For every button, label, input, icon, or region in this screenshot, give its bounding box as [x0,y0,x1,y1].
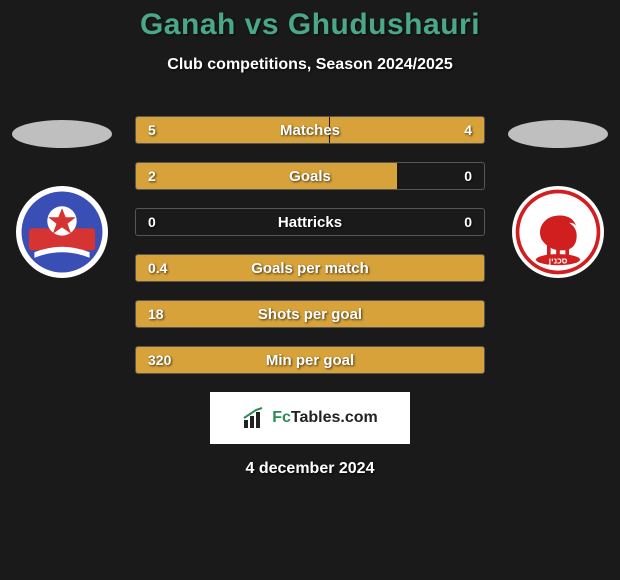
subtitle: Club competitions, Season 2024/2025 [167,56,452,74]
right-player-col: סכנין [503,116,613,278]
stat-label: Matches [136,122,484,139]
date-label: 4 december 2024 [246,460,375,478]
comparison-row: 5Matches42Goals00Hattricks00.4Goals per … [0,116,620,374]
stat-label: Shots per goal [136,306,484,323]
svg-text:סכנין: סכנין [549,256,568,265]
logo-text: FcTables.com [272,409,378,427]
left-badge-icon [16,186,108,278]
left-player-col [7,116,117,278]
stat-label: Min per goal [136,352,484,369]
stat-bar: 0.4Goals per match [135,254,485,282]
stat-value-right: 4 [464,122,472,138]
left-player-shadow [12,120,112,148]
chart-icon [242,406,266,430]
stat-bar: 5Matches4 [135,116,485,144]
stat-label: Goals per match [136,260,484,277]
left-team-badge [16,186,108,278]
site-logo[interactable]: FcTables.com [210,392,410,444]
page-title: Ganah vs Ghudushauri [140,8,480,42]
stat-bar: 18Shots per goal [135,300,485,328]
stat-value-right: 0 [464,168,472,184]
stats-bars: 5Matches42Goals00Hattricks00.4Goals per … [135,116,485,374]
stat-bar: 320Min per goal [135,346,485,374]
stat-bar: 0Hattricks0 [135,208,485,236]
right-team-badge: סכנין [512,186,604,278]
stat-value-right: 0 [464,214,472,230]
stat-label: Goals [136,168,484,185]
stat-label: Hattricks [136,214,484,231]
stat-bar: 2Goals0 [135,162,485,190]
right-badge-icon: סכנין [512,186,604,278]
right-player-shadow [508,120,608,148]
